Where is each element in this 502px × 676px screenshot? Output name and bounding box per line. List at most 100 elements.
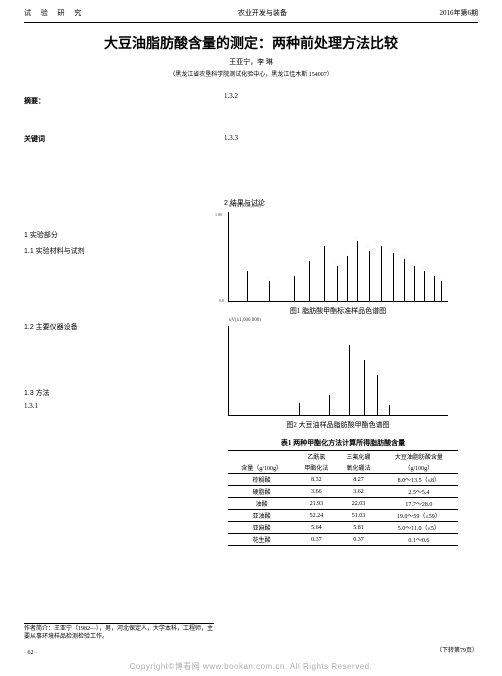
peak-label: · bbox=[420, 266, 425, 269]
chromatogram-peak bbox=[357, 241, 358, 301]
two-column-body: 摘要： 关键词 1 实验部分 1.1 实验材料与试剂 1.2 主要仪器设备 1.… bbox=[0, 88, 502, 546]
table-cell: 0.37 bbox=[337, 534, 379, 546]
chromatogram-peak bbox=[389, 405, 390, 415]
keywords-label: 关键词 bbox=[24, 134, 214, 144]
figure-2-yaxis: uV(x1,000,000) bbox=[229, 318, 261, 323]
chromatogram-peak bbox=[434, 276, 435, 301]
left-column: 摘要： 关键词 1 实验部分 1.1 实验材料与试剂 1.2 主要仪器设备 1.… bbox=[24, 88, 224, 546]
table-cell: 亚油酸 bbox=[228, 510, 295, 522]
table-1: 表1 两种甲酯化方法计算所得脂肪酸含量 乙酰氯 三氟化硼 大豆油脂肪酸含量 含量… bbox=[228, 438, 458, 546]
table-header-cell: 氧化硼法 bbox=[337, 462, 379, 474]
chromatogram-peak bbox=[364, 360, 365, 415]
table-row: 亚油酸52.2451.0319.0～59（≤59） bbox=[228, 510, 458, 522]
peak-label: · bbox=[265, 276, 270, 279]
peak-label: · bbox=[243, 266, 248, 269]
table-row: 花生酸0.370.370.1～0.6 bbox=[228, 534, 458, 546]
table-row: 硬脂酸3.663.622.5～5.4 bbox=[228, 486, 458, 498]
table-header-row-2: 含量（g/100g） 甲酯化法 氧化硼法 （g/100g） bbox=[228, 462, 458, 474]
chromatogram-peak bbox=[309, 261, 310, 301]
table-cell: 17.7～28.0 bbox=[380, 498, 458, 510]
chromatogram-peak bbox=[349, 345, 350, 415]
table-cell: 8.27 bbox=[337, 474, 379, 486]
chromatogram-peak bbox=[337, 266, 338, 301]
page-header: 试 验 研 究 农业开发与装备 2016年第6期 bbox=[0, 0, 502, 20]
peak-label: · bbox=[365, 246, 370, 249]
abstract-label: 摘要： bbox=[24, 96, 214, 106]
chromatogram-peak bbox=[377, 375, 378, 415]
peak-label: · bbox=[377, 241, 382, 244]
chromatogram-peak bbox=[369, 251, 370, 301]
article-affiliation: （黑龙江省农垦科学院测试化验中心，黑龙江佳木斯 154007） bbox=[0, 69, 502, 78]
peak-label: · bbox=[333, 261, 338, 264]
table-header-cell bbox=[228, 451, 295, 463]
section-2: 2 结果与讨论 bbox=[224, 198, 478, 208]
section-1: 1 实验部分 bbox=[24, 230, 214, 240]
article-title: 大豆油脂肪酸含量的测定：两种前处理方法比较 bbox=[0, 33, 502, 53]
table-1-grid: 乙酰氯 三氟化硼 大豆油脂肪酸含量 含量（g/100g） 甲酯化法 氧化硼法 （… bbox=[228, 450, 458, 546]
table-cell: 8.0～13.5（≤8） bbox=[380, 474, 458, 486]
table-cell: 亚麻酸 bbox=[228, 522, 295, 534]
table-cell: 19.0～59（≤59） bbox=[380, 510, 458, 522]
continued-note: （下转第79页） bbox=[436, 645, 478, 654]
peak-label: · bbox=[410, 261, 415, 264]
chromatogram-peak bbox=[441, 281, 442, 301]
section-1-3: 1.3 方法 bbox=[24, 388, 214, 398]
figure-1-chromatogram: uV(x1,000,000) 0.0 1.00 ················ bbox=[228, 212, 448, 302]
table-cell: 0.1～0.6 bbox=[380, 534, 458, 546]
figure-1-caption: 图1 脂肪酸甲酯标准样品色谱图 bbox=[228, 306, 448, 316]
figure-2-caption: 图2 大豆油样品脂肪酸甲酯色谱图 bbox=[228, 420, 448, 430]
table-cell: 0.37 bbox=[295, 534, 337, 546]
table-cell: 51.03 bbox=[337, 510, 379, 522]
chromatogram-peak bbox=[381, 246, 382, 301]
table-row: 亚麻酸5.645.815.0～11.0（≤5） bbox=[228, 522, 458, 534]
table-cell: 22.03 bbox=[337, 498, 379, 510]
peak-label: · bbox=[353, 236, 358, 239]
chromatogram-peak bbox=[294, 276, 295, 301]
peak-label: · bbox=[389, 248, 394, 251]
article-authors: 王亚宁，李 琳 bbox=[0, 57, 502, 67]
chromatogram-peak bbox=[404, 259, 405, 301]
table-cell: 棕榈酸 bbox=[228, 474, 295, 486]
chromatogram-peak bbox=[324, 246, 325, 301]
header-rule bbox=[24, 22, 478, 23]
chromatogram-peak bbox=[393, 253, 394, 301]
figure-2-chromatogram: uV(x1,000,000) bbox=[228, 326, 448, 416]
section-1-3-1: 1.3.1 bbox=[24, 402, 214, 410]
header-center: 农业开发与装备 bbox=[238, 8, 287, 18]
copyright-watermark: Copyright©博看网 www.bookan.com.cn. All Rig… bbox=[0, 661, 502, 672]
header-left: 试 验 研 究 bbox=[24, 8, 85, 18]
peak-label: · bbox=[320, 241, 325, 244]
chromatogram-peak bbox=[347, 256, 348, 301]
chromatogram-peak bbox=[269, 281, 270, 301]
section-1-2: 1.2 主要仪器设备 bbox=[24, 322, 214, 332]
author-footnote: 作者简介：王亚宁（1982—），男，河北保定人，大学本科，工程师，主要从事环境样… bbox=[24, 623, 214, 642]
table-cell: 3.66 bbox=[295, 486, 337, 498]
section-1-1: 1.1 实验材料与试剂 bbox=[24, 246, 214, 256]
chromatogram-peak bbox=[247, 271, 248, 301]
chromatogram-peak bbox=[424, 271, 425, 301]
table-row: 油酸21.9322.0317.7～28.0 bbox=[228, 498, 458, 510]
table-cell: 油酸 bbox=[228, 498, 295, 510]
section-1-3-2: 1.3.2 bbox=[224, 92, 478, 100]
table-cell: 5.0～11.0（≤5） bbox=[380, 522, 458, 534]
table-cell: 硬脂酸 bbox=[228, 486, 295, 498]
table-row: 棕榈酸8.328.278.0～13.5（≤8） bbox=[228, 474, 458, 486]
right-column: 1.3.2 1.3.3 2 结果与讨论 uV(x1,000,000) 0.0 1… bbox=[224, 88, 478, 546]
table-header-cell: （g/100g） bbox=[380, 462, 458, 474]
table-1-title: 表1 两种甲酯化方法计算所得脂肪酸含量 bbox=[228, 438, 458, 448]
peak-label: · bbox=[430, 271, 435, 274]
table-cell: 花生酸 bbox=[228, 534, 295, 546]
peak-label: · bbox=[437, 276, 442, 279]
table-cell: 8.32 bbox=[295, 474, 337, 486]
table-cell: 3.62 bbox=[337, 486, 379, 498]
table-header-row-1: 乙酰氯 三氟化硼 大豆油脂肪酸含量 bbox=[228, 451, 458, 463]
peak-label: · bbox=[400, 254, 405, 257]
chromatogram-peak bbox=[414, 266, 415, 301]
peak-label: · bbox=[343, 251, 348, 254]
table-cell: 5.81 bbox=[337, 522, 379, 534]
table-header-cell: 大豆油脂肪酸含量 bbox=[380, 451, 458, 463]
chromatogram-peak bbox=[329, 395, 330, 415]
header-right: 2016年第6期 bbox=[440, 8, 479, 18]
table-cell: 21.93 bbox=[295, 498, 337, 510]
table-header-cell: 甲酯化法 bbox=[295, 462, 337, 474]
